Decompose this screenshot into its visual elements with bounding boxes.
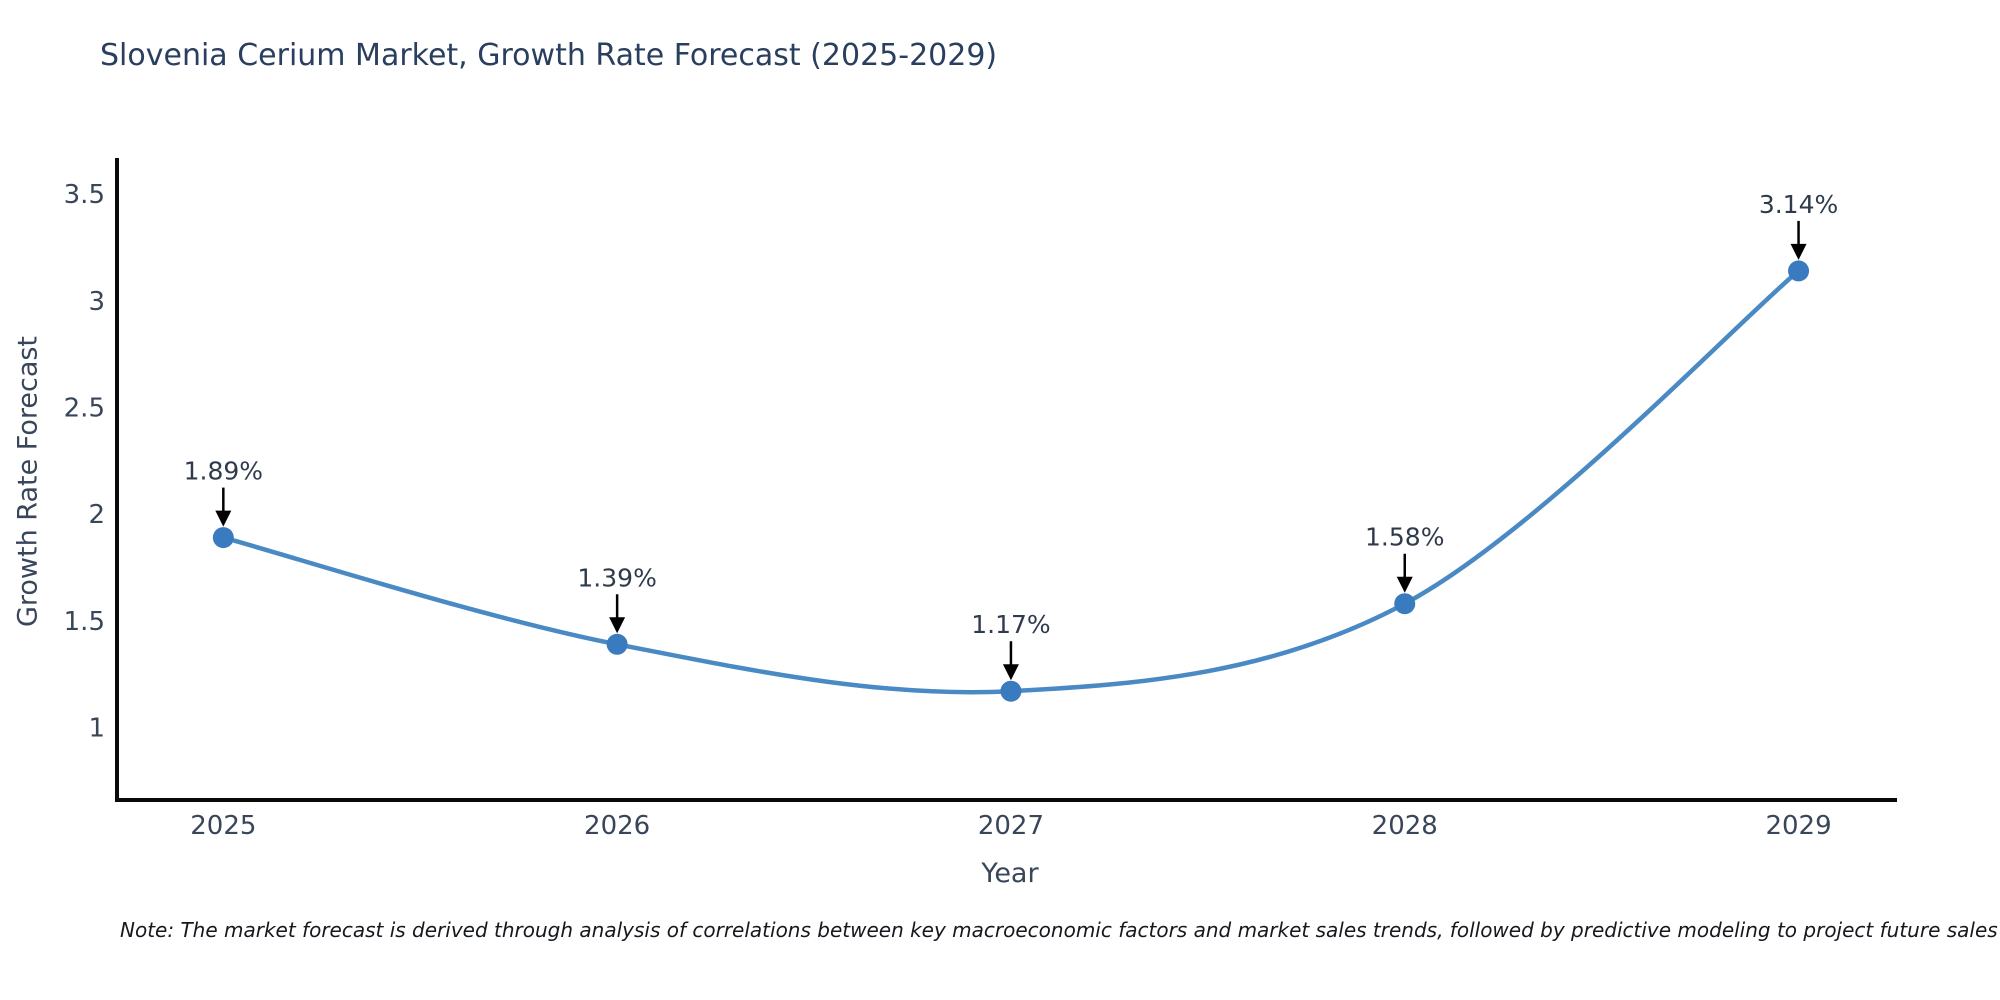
- data-point-marker: [1000, 680, 1022, 702]
- x-axis-title: Year: [981, 858, 1039, 889]
- y-tick-label: 2.5: [64, 393, 105, 423]
- x-tick-label: 2025: [190, 811, 256, 841]
- annotation-arrowhead: [1396, 576, 1413, 593]
- y-tick-label: 2: [88, 500, 105, 530]
- data-point-label: 1.17%: [971, 610, 1050, 639]
- annotation-arrowhead: [1002, 664, 1019, 681]
- x-tick-label: 2028: [1372, 811, 1438, 841]
- y-tick-label: 1: [88, 713, 105, 743]
- data-point-label: 1.89%: [184, 457, 263, 486]
- data-point-label: 1.39%: [577, 563, 656, 592]
- footnote: Note: The market forecast is derived thr…: [120, 918, 1998, 942]
- data-point-marker: [606, 633, 628, 655]
- annotation-arrowhead: [609, 617, 626, 634]
- point-annotations: 1.89% 1.39% 1.17% 1.58% 3.14%: [184, 190, 1838, 681]
- x-tick-label: 2026: [584, 811, 650, 841]
- series-markers: [212, 260, 1810, 702]
- x-tick-label: 2029: [1765, 811, 1831, 841]
- chart-title: Slovenia Cerium Market, Growth Rate Fore…: [100, 38, 998, 73]
- annotation-arrowhead: [215, 510, 232, 527]
- data-point-marker: [1788, 260, 1810, 282]
- axis-tick-labels: 1 1.5 2 2.5 3 3.5 2025 2026 2027 2028 2029: [64, 180, 1832, 841]
- data-point-marker: [1394, 593, 1416, 615]
- data-point-marker: [212, 527, 234, 549]
- y-tick-label: 3.5: [64, 180, 105, 210]
- x-tick-label: 2027: [978, 811, 1044, 841]
- y-tick-label: 3: [88, 287, 105, 317]
- annotation-arrowhead: [1790, 243, 1807, 260]
- data-point-label: 3.14%: [1759, 190, 1838, 219]
- y-axis-title: Growth Rate Forecast: [12, 335, 44, 628]
- data-point-label: 1.58%: [1365, 523, 1444, 552]
- y-tick-label: 1.5: [64, 607, 105, 637]
